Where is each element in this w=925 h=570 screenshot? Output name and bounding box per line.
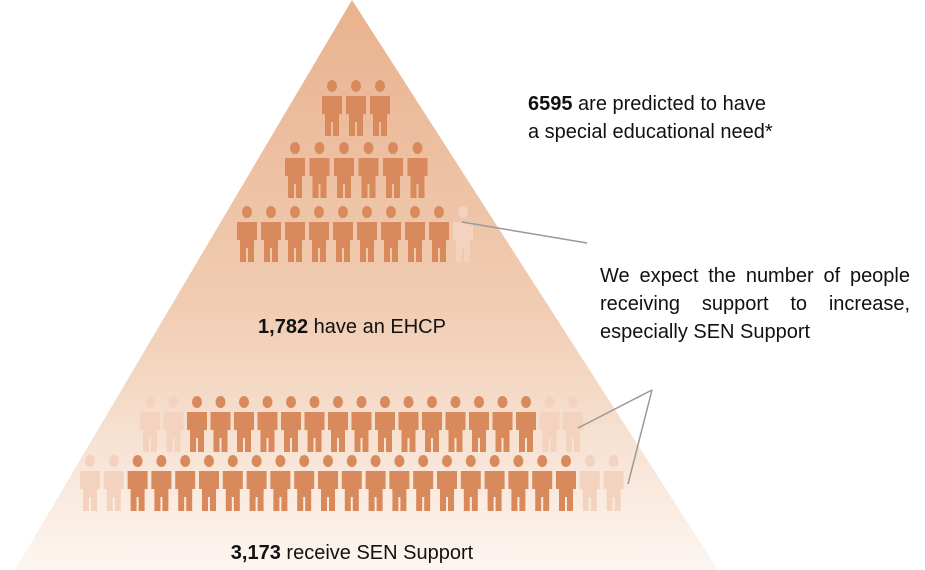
headline-number: 6595 — [528, 93, 573, 115]
person-icon — [334, 142, 354, 198]
person-icon — [484, 455, 505, 511]
person-icon — [381, 206, 401, 262]
person-icon — [556, 455, 576, 511]
person-icon — [563, 396, 583, 452]
person-icon — [80, 455, 100, 511]
ehcp-label: have an EHCP — [308, 316, 446, 338]
person-icon — [341, 455, 362, 511]
person-icon — [285, 206, 305, 262]
person-icon — [237, 206, 257, 262]
person-icon — [405, 206, 425, 262]
person-icon — [603, 455, 624, 511]
person-icon — [469, 396, 489, 452]
person-icon — [460, 455, 481, 511]
person-icon — [285, 142, 305, 198]
headline-text: 6595 are predicted to have a special edu… — [528, 90, 778, 146]
person-icon — [309, 206, 329, 262]
person-icon — [127, 455, 148, 511]
person-icon — [437, 455, 457, 511]
person-icon — [357, 206, 377, 262]
person-icon — [328, 396, 348, 452]
person-icon — [270, 455, 291, 511]
ehcp-number: 1,782 — [258, 316, 309, 338]
connector-line — [627, 389, 653, 485]
people-icons — [80, 80, 624, 511]
person-icon — [175, 455, 196, 511]
person-icon — [532, 455, 553, 511]
person-icon — [309, 142, 330, 198]
person-icon — [210, 396, 231, 452]
person-icon — [257, 396, 278, 452]
note-text: We expect the number of people receiving… — [600, 265, 910, 343]
person-icon — [539, 396, 560, 452]
sen-support-label: receive SEN Support — [280, 542, 474, 564]
person-icon — [246, 455, 267, 511]
person-icon — [389, 455, 410, 511]
person-icon — [318, 455, 338, 511]
sen-support-text: 3,173 receive SEN Support — [152, 539, 552, 567]
person-icon — [445, 396, 466, 452]
person-icon — [151, 455, 172, 511]
person-icon — [351, 396, 372, 452]
sen-support-number: 3,173 — [230, 542, 281, 564]
person-icon — [516, 396, 536, 452]
person-icon — [398, 396, 419, 452]
person-icon — [579, 455, 600, 511]
person-icon — [140, 396, 160, 452]
person-icon — [407, 142, 428, 198]
person-icon — [346, 80, 366, 136]
person-icon — [375, 396, 395, 452]
person-icon — [492, 396, 513, 452]
person-icon — [383, 142, 403, 198]
person-icon — [358, 142, 379, 198]
person-icon — [163, 396, 184, 452]
person-icon — [365, 455, 386, 511]
person-icon — [413, 455, 434, 511]
person-icon — [453, 206, 473, 262]
person-icon — [234, 396, 254, 452]
person-icon — [333, 206, 353, 262]
connector-line — [461, 221, 588, 244]
person-icon — [103, 455, 124, 511]
connector-line — [577, 389, 653, 429]
person-icon — [199, 455, 219, 511]
person-icon — [294, 455, 315, 511]
person-icon — [187, 396, 207, 452]
person-icon — [429, 206, 449, 262]
person-icon — [508, 455, 529, 511]
person-icon — [281, 396, 301, 452]
person-icon — [304, 396, 325, 452]
person-icon — [422, 396, 442, 452]
person-icon — [322, 80, 342, 136]
headline-label: are predicted to have a special educatio… — [528, 93, 773, 143]
person-icon — [222, 455, 243, 511]
person-icon — [370, 80, 390, 136]
person-icon — [261, 206, 281, 262]
ehcp-text: 1,782 have an EHCP — [152, 313, 552, 341]
